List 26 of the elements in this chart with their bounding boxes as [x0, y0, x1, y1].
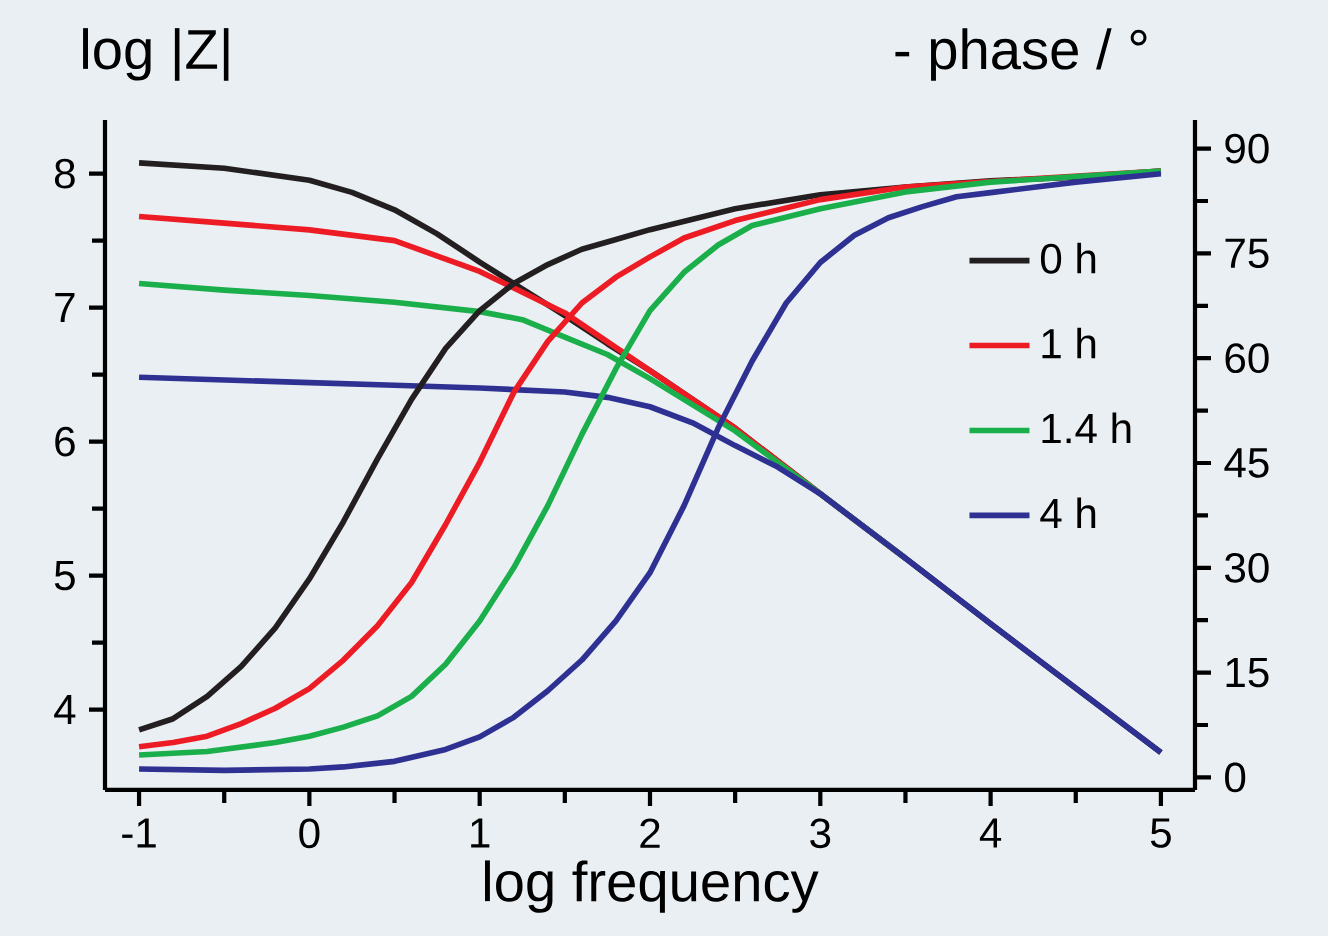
y-tick-label: 8	[54, 158, 75, 189]
y2-tick-label: 30	[1225, 552, 1269, 583]
x-tick-label: -1	[122, 818, 156, 848]
x-tick-label: 3	[810, 818, 831, 849]
y-axis-title: log |Z|	[83, 28, 229, 81]
y2-tick-label: 15	[1226, 657, 1269, 688]
x-tick-label: 4	[979, 818, 1002, 848]
x-tick-label: 1	[471, 818, 490, 848]
legend-label: 0 h	[1040, 242, 1096, 274]
y2-tick-label: 0	[1225, 762, 1246, 793]
y2-tick-label: 60	[1225, 343, 1269, 374]
y2-tick-label: 90	[1225, 133, 1269, 164]
x-tick-label: 5	[1150, 818, 1171, 848]
y2-tick-label: 45	[1224, 448, 1269, 478]
x-tick-label: 0	[299, 818, 320, 849]
x-tick-label: 2	[640, 818, 660, 848]
y-tick-label: 7	[55, 293, 75, 323]
legend-label: 4 h	[1040, 497, 1096, 528]
x-axis-title: log frequency	[484, 860, 819, 913]
y2-tick-label: 75	[1225, 238, 1269, 269]
y-tick-label: 6	[55, 426, 75, 457]
y2-axis-title: - phase / °	[895, 28, 1147, 81]
legend-label: 1 h	[1042, 327, 1096, 359]
y-tick-label: 4	[54, 695, 76, 725]
legend-label: 1.4 h	[1042, 412, 1131, 444]
y-tick-label: 5	[54, 560, 75, 591]
